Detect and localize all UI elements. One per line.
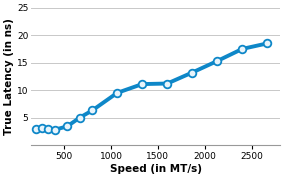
X-axis label: Speed (in MT/s): Speed (in MT/s) [110,164,202,174]
Y-axis label: True Latency (in ns): True Latency (in ns) [4,18,14,135]
